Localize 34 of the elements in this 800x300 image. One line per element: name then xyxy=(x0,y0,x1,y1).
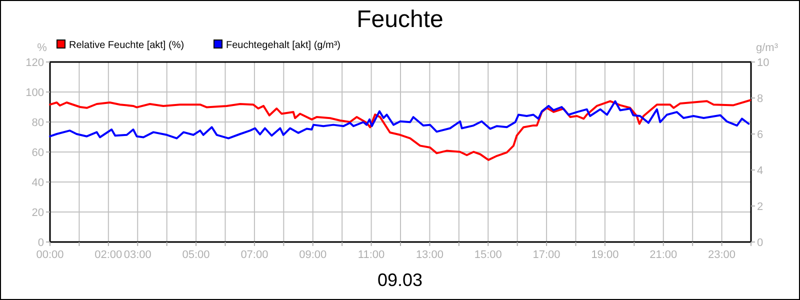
line-series xyxy=(49,100,750,140)
legend-label: Relative Feuchte [akt] (%) xyxy=(69,40,184,51)
x-tick-label: 11:00 xyxy=(358,249,385,261)
y-tick-label: 120 xyxy=(26,57,44,69)
y-tick-label: 60 xyxy=(32,147,44,159)
y2-tick-label: 2 xyxy=(757,201,764,213)
y-axis-title: % xyxy=(37,42,48,54)
y-tick-label: 100 xyxy=(26,87,44,99)
chart-title: Feuchte xyxy=(356,6,444,33)
y2-tick-label: 8 xyxy=(757,93,764,105)
x-axis-title: 09.03 xyxy=(377,270,423,290)
x-tick-label: 05:00 xyxy=(182,249,210,261)
x-tick-label: 13:00 xyxy=(416,249,444,261)
y-tick-label: 0 xyxy=(38,237,44,249)
x-tick-label: 00:00 xyxy=(36,249,64,261)
x-tick-label: 03:00 xyxy=(124,249,152,261)
y2-axis-title: g/m³ xyxy=(756,42,778,54)
x-tick-label: 15:00 xyxy=(474,249,502,261)
y2-tick-label: 10 xyxy=(757,57,770,69)
y-tick-label: 40 xyxy=(32,177,44,189)
y-tick-label: 20 xyxy=(32,207,44,219)
x-tick-label: 23:00 xyxy=(708,249,736,261)
x-tick-label: 17:00 xyxy=(532,249,560,261)
x-tick-label: 21:00 xyxy=(650,249,678,261)
y2-tick-label: 4 xyxy=(757,165,764,177)
x-tick-label: 09:00 xyxy=(299,249,327,261)
y2-tick-label: 0 xyxy=(757,237,764,249)
x-tick-label: 19:00 xyxy=(591,249,619,261)
y2-tick-label: 6 xyxy=(757,129,764,141)
x-tick-label: 02:00 xyxy=(94,249,122,261)
x-tick-label: 07:00 xyxy=(240,249,268,261)
line-series xyxy=(49,99,752,161)
y-tick-label: 80 xyxy=(32,117,44,129)
legend-label: Feuchtegehalt [akt] (g/m³) xyxy=(226,40,340,51)
